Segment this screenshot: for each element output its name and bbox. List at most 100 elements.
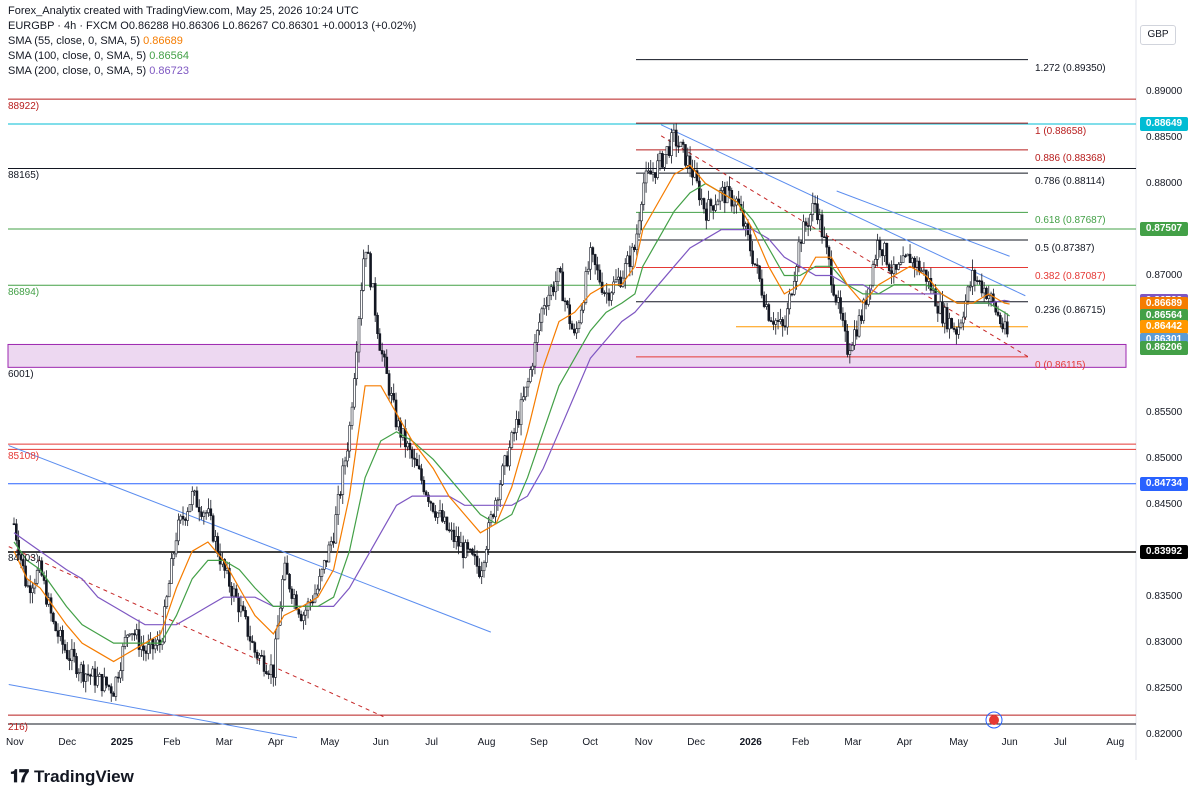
- candle-body: [202, 512, 206, 517]
- candle-body: [698, 180, 701, 201]
- y-tick-label: 0.87000: [1146, 269, 1183, 281]
- candle-body: [843, 320, 847, 332]
- x-tick-label: Jul: [425, 737, 438, 748]
- candle-body: [938, 301, 942, 314]
- candle-body: [783, 325, 787, 328]
- candle-body: [957, 326, 960, 335]
- candle-body: [545, 305, 548, 307]
- candle-body: [107, 684, 111, 687]
- candle-body: [28, 585, 32, 594]
- candle-body: [12, 523, 16, 525]
- candle-body: [230, 586, 233, 597]
- candle-body: [436, 512, 440, 518]
- candle-body: [68, 658, 71, 661]
- symbol-ohlc[interactable]: EURGBP · 4h · FXCM O0.86288 H0.86306 L0.…: [8, 20, 417, 32]
- candle-body: [392, 393, 396, 401]
- candle-body: [253, 642, 257, 653]
- candle-body: [667, 146, 671, 156]
- candle-body: [290, 588, 294, 599]
- candle-body: [674, 129, 678, 147]
- candle-body: [109, 686, 113, 694]
- price-label-4: 0.86564: [1140, 308, 1188, 323]
- candle-body: [519, 399, 523, 426]
- candle-body: [774, 320, 778, 325]
- candle-body: [457, 536, 460, 547]
- candle-body: [186, 511, 189, 521]
- candle-body: [487, 522, 490, 550]
- candle-body: [96, 676, 99, 686]
- level-label-4: 85108): [8, 451, 40, 463]
- candle-body: [563, 300, 567, 303]
- event-marker-icon[interactable]: [985, 711, 1003, 729]
- candle-body: [626, 255, 629, 264]
- candle-body: [672, 129, 676, 134]
- x-tick-label: Mar: [215, 737, 233, 748]
- support-zone-box: [7, 343, 1127, 368]
- candle-body: [239, 605, 243, 613]
- horizontal-levels: [8, 98, 1136, 725]
- candle-body: [827, 246, 831, 260]
- candle-body: [346, 450, 349, 462]
- fib-label-6: 0.382 (0.87087): [1035, 270, 1106, 282]
- y-tick-label: 0.85500: [1146, 407, 1183, 419]
- candle-body: [850, 344, 854, 351]
- candle-body: [82, 664, 85, 682]
- trendlines: [8, 124, 1031, 739]
- candle-body: [577, 322, 581, 330]
- candle-body: [255, 652, 259, 659]
- candle-body: [670, 132, 673, 156]
- support-zone: [7, 343, 1127, 368]
- candles: [12, 123, 1009, 702]
- candle-body: [413, 457, 416, 460]
- fib-label-7: 0.236 (0.86715): [1035, 304, 1106, 316]
- sma-legend-2[interactable]: SMA (200, close, 0, SMA, 5) 0.86723: [8, 64, 416, 79]
- price-label-10: 0.83992: [1140, 544, 1188, 559]
- sma-legend-1[interactable]: SMA (100, close, 0, SMA, 5) 0.86564: [8, 49, 416, 64]
- candle-body: [529, 369, 532, 382]
- candle-body: [72, 648, 76, 657]
- downtrend-channel-upper: [8, 445, 492, 633]
- price-label-1: 0.87507: [1140, 221, 1188, 236]
- candle-body: [438, 510, 442, 514]
- candle-body: [952, 327, 956, 330]
- fib-label-3: 0.786 (0.88114): [1035, 176, 1105, 188]
- candle-body: [684, 144, 687, 166]
- price-label-0: 0.88649: [1140, 116, 1188, 131]
- candle-body: [174, 540, 178, 555]
- candle-body: [695, 170, 699, 182]
- candle-body: [728, 186, 731, 191]
- candle-body: [415, 459, 419, 467]
- credit-line: Forex_Analytix created with TradingView.…: [8, 5, 359, 17]
- sma-100-line: [13, 182, 1010, 644]
- candle-body: [265, 671, 268, 675]
- fib-label-1: 1 (0.88658): [1035, 126, 1087, 138]
- chart-legend: Forex_Analytix created with TradingView.…: [8, 4, 416, 79]
- candle-body: [184, 518, 187, 521]
- candle-body: [876, 240, 879, 260]
- candle-body: [596, 264, 599, 271]
- candle-body: [262, 655, 266, 672]
- candle-body: [505, 455, 509, 467]
- candle-body: [45, 580, 48, 605]
- candle-body: [811, 202, 815, 215]
- candle-body: [614, 279, 618, 283]
- candle-body: [320, 568, 324, 577]
- currency-button[interactable]: GBP: [1140, 25, 1176, 45]
- candle-body: [890, 270, 893, 274]
- candle-body: [1005, 321, 1009, 335]
- tradingview-logo[interactable]: 𝟏𝟕 TradingView: [10, 766, 134, 787]
- candle-body: [376, 314, 379, 334]
- sma-legend-0[interactable]: SMA (55, close, 0, SMA, 5) 0.86689: [8, 34, 416, 49]
- candle-body: [707, 199, 710, 221]
- candle-body: [589, 247, 592, 270]
- candle-body: [575, 328, 578, 334]
- candle-body: [999, 315, 1002, 325]
- candle-body: [559, 267, 562, 273]
- candle-body: [281, 579, 284, 609]
- candle-body: [714, 204, 717, 211]
- candle-body: [491, 514, 495, 518]
- candle-body: [369, 253, 372, 288]
- candle-body: [322, 560, 326, 570]
- candle-body: [70, 648, 74, 661]
